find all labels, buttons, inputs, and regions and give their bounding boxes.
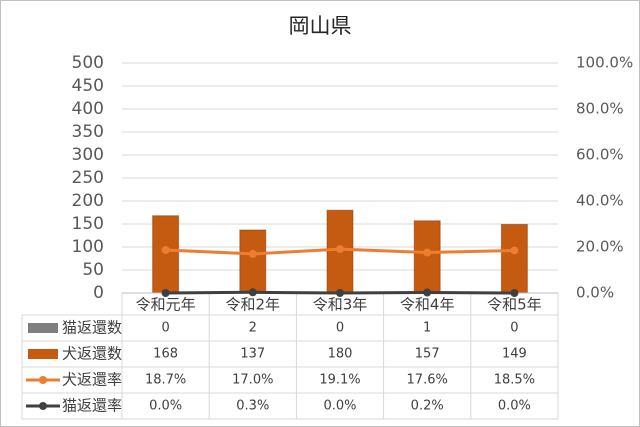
marker	[510, 246, 519, 255]
marker	[161, 245, 170, 254]
marker	[161, 289, 170, 297]
legend-key	[39, 376, 47, 384]
y2-tick-label: 100.0%	[576, 54, 633, 72]
legend-key	[39, 402, 47, 410]
table-cell: 19.1%	[319, 373, 360, 388]
table-cell: 2	[249, 321, 257, 336]
y2-tick-label: 80.0%	[576, 100, 624, 118]
chart-title: 岡山県	[289, 14, 352, 38]
legend-key	[28, 323, 58, 333]
table-cell: 0.0%	[498, 399, 531, 414]
marker	[248, 249, 257, 258]
legend-label: 犬返還率	[62, 371, 122, 389]
x-tick-label: 令和5年	[487, 296, 542, 314]
y-tick-label: 300	[72, 145, 104, 165]
table-cell: 0	[161, 321, 169, 336]
table-cell: 168	[153, 347, 178, 362]
marker	[423, 288, 432, 297]
x-tick-label: 令和2年	[226, 296, 281, 314]
marker	[510, 289, 519, 297]
table-cell: 17.6%	[407, 373, 448, 388]
table-cell: 18.7%	[145, 373, 186, 388]
table-cell: 157	[415, 347, 440, 362]
y-tick-label: 0	[93, 283, 104, 303]
table-cell: 149	[502, 347, 527, 362]
marker	[248, 288, 257, 297]
bar	[413, 220, 441, 294]
table-cell: 180	[328, 347, 353, 362]
table-cell: 17.0%	[232, 373, 273, 388]
table-cell: 0.0%	[149, 399, 182, 414]
y2-tick-label: 40.0%	[576, 192, 624, 210]
marker	[423, 248, 432, 257]
y-tick-label: 50	[82, 260, 104, 280]
legend-label: 犬返還数	[62, 345, 122, 363]
y-tick-label: 100	[72, 237, 104, 257]
x-tick-label: 令和3年	[313, 296, 368, 314]
x-tick-label: 令和元年	[136, 296, 196, 314]
y2-tick-label: 60.0%	[576, 146, 624, 164]
y-tick-label: 450	[72, 76, 104, 96]
y-tick-label: 350	[72, 122, 104, 142]
table-cell: 18.5%	[494, 373, 535, 388]
legend-label: 猫返還率	[62, 397, 122, 415]
bar	[239, 229, 267, 294]
y2-tick-label: 0.0%	[576, 284, 614, 302]
table-cell: 1	[423, 321, 431, 336]
y2-tick-label: 20.0%	[576, 238, 624, 256]
table-cell: 0.3%	[236, 399, 269, 414]
marker	[336, 245, 344, 254]
table-cell: 0.2%	[411, 399, 444, 414]
bar	[500, 223, 528, 294]
bar	[152, 215, 180, 294]
table-cell: 0	[336, 321, 344, 336]
y-tick-label: 150	[72, 214, 104, 234]
table-cell: 0	[510, 321, 518, 336]
x-tick-label: 令和4年	[400, 296, 455, 314]
y-tick-label: 250	[72, 168, 104, 188]
y-tick-label: 200	[72, 191, 104, 211]
legend-key	[28, 349, 58, 359]
y-tick-label: 400	[72, 99, 104, 119]
legend-label: 猫返還数	[62, 319, 122, 337]
table-cell: 137	[240, 347, 265, 362]
marker	[336, 289, 344, 297]
y-tick-label: 500	[72, 53, 104, 73]
table-cell: 0.0%	[323, 399, 356, 414]
